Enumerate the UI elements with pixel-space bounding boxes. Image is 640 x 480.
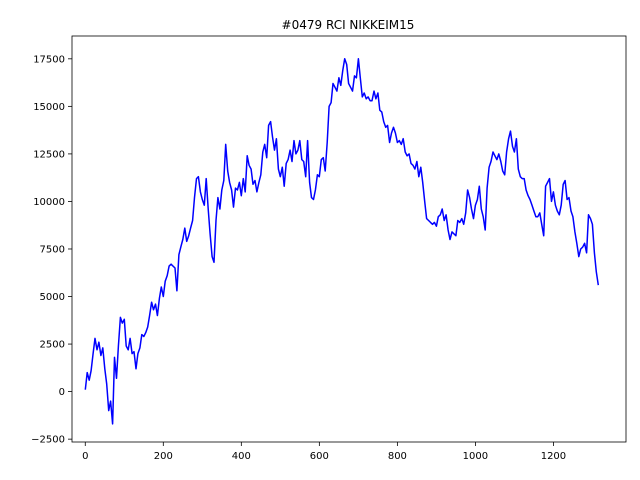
plot-area: 0 200 400 600 800 1000 1200 −2500 0 2500 5000 7500… bbox=[31, 35, 627, 462]
y-tick-label: 0 bbox=[59, 387, 65, 398]
x-tick-label: 800 bbox=[388, 451, 407, 462]
y-tick-label: 17500 bbox=[33, 54, 65, 65]
y-tick-label: 10000 bbox=[33, 197, 65, 208]
x-tick-label: 0 bbox=[82, 451, 88, 462]
y-tick-label: 2500 bbox=[40, 340, 65, 351]
x-axis: 0 200 400 600 800 1000 1200 bbox=[82, 442, 566, 462]
y-axis: −2500 0 2500 5000 7500 10000 12500 15000 17500 bbox=[31, 54, 72, 446]
x-tick-label: 400 bbox=[232, 451, 251, 462]
x-tick-label: 200 bbox=[154, 451, 173, 462]
y-tick-label: 7500 bbox=[40, 244, 65, 255]
x-tick-label: 1000 bbox=[463, 451, 488, 462]
chart-title: #0479 RCI NIKKEIM15 bbox=[282, 18, 415, 32]
y-tick-label: 15000 bbox=[33, 102, 65, 113]
y-tick-label: 5000 bbox=[40, 292, 65, 303]
x-tick-label: 600 bbox=[310, 451, 329, 462]
axes-frame bbox=[71, 35, 627, 443]
series-line-rci bbox=[84, 58, 600, 425]
y-tick-label: 12500 bbox=[33, 149, 65, 160]
x-tick-label: 1200 bbox=[541, 451, 566, 462]
y-tick-label: −2500 bbox=[31, 435, 65, 446]
